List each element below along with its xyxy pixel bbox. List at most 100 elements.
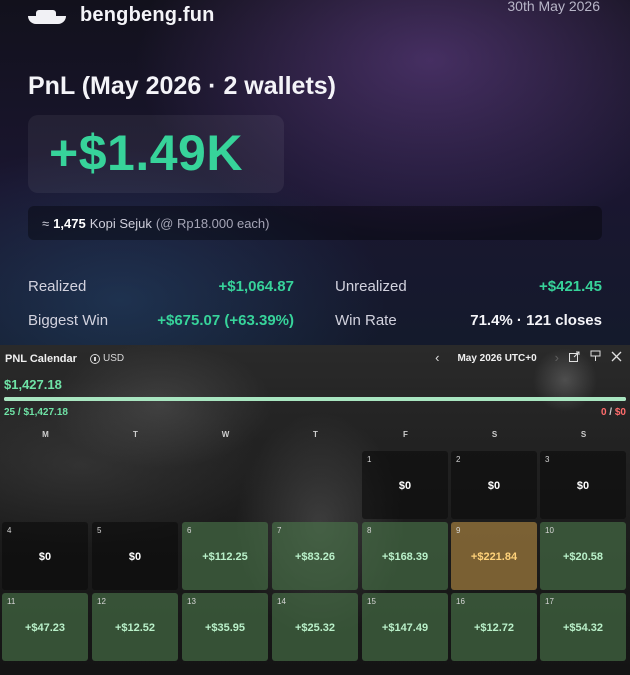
calendar-title: PNL Calendar	[5, 353, 77, 365]
win-progress-fill	[4, 397, 626, 401]
day-pnl-value: +$54.32	[562, 622, 604, 634]
calendar-nav: ‹ May 2026 UTC+0 ›	[435, 350, 622, 366]
calendar-day-8[interactable]: 8 +$168.39	[362, 522, 448, 590]
calendar-day-7[interactable]: 7 +$83.26	[272, 522, 358, 590]
stat-win-rate: Win Rate 71.4% · 121 closes	[335, 312, 602, 329]
brand[interactable]: bengbeng.fun	[28, 4, 215, 27]
calendar-day-5[interactable]: 5 $0	[92, 522, 178, 590]
stat-biggest-win-value: +$675.07 (+63.39%)	[157, 312, 294, 329]
weekday-label: M	[42, 430, 49, 439]
calendar-day-12[interactable]: 12 +$12.52	[92, 593, 178, 661]
stat-biggest-win: Biggest Win +$675.07 (+63.39%)	[28, 312, 294, 329]
day-number: 15	[367, 597, 376, 606]
calendar-day-9[interactable]: 9 +$221.84	[451, 522, 537, 590]
calendar-day-6[interactable]: 6 +$112.25	[182, 522, 268, 590]
day-pnl-value: +$112.25	[202, 551, 248, 563]
calendar-day-11[interactable]: 11 +$47.23	[2, 593, 88, 661]
day-pnl-value: $0	[487, 480, 501, 492]
day-number: 2	[456, 455, 461, 464]
day-pnl-value: $0	[576, 480, 590, 492]
day-pnl-value: +$83.26	[294, 551, 336, 563]
weekday-label: T	[133, 430, 138, 439]
weekday-label: F	[403, 430, 408, 439]
day-pnl-value: $0	[38, 551, 52, 563]
day-pnl-value: +$12.72	[473, 622, 515, 634]
share-icon[interactable]	[569, 350, 580, 366]
pin-icon[interactable]	[590, 350, 601, 366]
coin-icon	[90, 353, 100, 364]
day-number: 10	[545, 526, 554, 535]
pnl-total-value: +$1.49K	[49, 125, 243, 181]
day-pnl-value: +$168.39	[381, 551, 429, 563]
day-pnl-value: +$47.23	[24, 622, 66, 634]
stat-realized: Realized +$1,064.87	[28, 278, 294, 295]
day-number: 1	[367, 455, 372, 464]
currency-toggle[interactable]: USD	[90, 353, 124, 364]
calendar-day-3[interactable]: 3 $0	[540, 451, 626, 519]
kopi-rate: (@ Rp18.000 each)	[155, 215, 270, 231]
kopi-name: Kopi Sejuk	[89, 215, 152, 231]
day-pnl-value: +$221.84	[470, 551, 518, 563]
pnl-card: bengbeng.fun 30th May 2026 PnL (May 2026…	[0, 0, 630, 345]
stat-unrealized-label: Unrealized	[335, 278, 407, 295]
day-pnl-value: $0	[128, 551, 142, 563]
day-number: 17	[545, 597, 554, 606]
kopi-conversion: ≈ 1,475 Kopi Sejuk (@ Rp18.000 each)	[28, 206, 602, 240]
calendar-month: May 2026 UTC+0	[457, 352, 537, 364]
day-number: 12	[97, 597, 106, 606]
stat-unrealized: Unrealized +$421.45	[335, 278, 602, 295]
stat-realized-label: Realized	[28, 278, 87, 295]
day-pnl-value: +$12.52	[114, 622, 156, 634]
calendar-day-13[interactable]: 13 +$35.95	[182, 593, 268, 661]
calendar-day-2[interactable]: 2 $0	[451, 451, 537, 519]
day-number: 3	[545, 455, 550, 464]
boat-logo-icon	[28, 6, 66, 26]
calendar-day-17[interactable]: 17 +$54.32	[540, 593, 626, 661]
page-title: PnL (May 2026 · 2 wallets)	[28, 72, 336, 100]
stat-win-rate-label: Win Rate	[335, 312, 397, 329]
calendar-day-10[interactable]: 10 +$20.58	[540, 522, 626, 590]
weekday-label: W	[221, 430, 230, 439]
day-pnl-value: +$35.95	[204, 622, 246, 634]
day-number: 14	[277, 597, 286, 606]
loss-value: $0	[614, 407, 626, 418]
day-number: 8	[367, 526, 372, 535]
report-date: 30th May 2026	[507, 0, 600, 14]
day-number: 11	[7, 597, 16, 606]
calendar-day-15[interactable]: 15 +$147.49	[362, 593, 448, 661]
day-pnl-value: $0	[398, 480, 412, 492]
day-pnl-value: +$25.32	[294, 622, 336, 634]
day-pnl-value: +$20.58	[562, 551, 604, 563]
weekday-label: S	[491, 430, 498, 439]
day-number: 16	[456, 597, 465, 606]
chevron-right-icon[interactable]: ›	[554, 350, 559, 365]
stat-realized-value: +$1,064.87	[218, 278, 295, 295]
calendar-day-4[interactable]: 4 $0	[2, 522, 88, 590]
day-pnl-value: +$147.49	[381, 622, 429, 634]
chevron-left-icon[interactable]: ‹	[435, 350, 440, 365]
calendar-total: $1,427.18	[4, 377, 62, 392]
day-number: 4	[7, 526, 12, 535]
brand-name: bengbeng.fun	[80, 4, 215, 26]
pnl-calendar: PNL Calendar USD ‹ May 2026 UTC+0 › $1,4…	[0, 345, 630, 675]
stat-unrealized-value: +$421.45	[539, 278, 602, 295]
pnl-total-box: +$1.49K	[28, 115, 284, 193]
day-number: 6	[187, 526, 192, 535]
kopi-count: 1,475	[53, 215, 86, 231]
calendar-day-14[interactable]: 14 +$25.32	[272, 593, 358, 661]
day-number: 7	[277, 526, 282, 535]
loss-count-value: 0	[600, 407, 607, 418]
win-progress-bar	[4, 397, 626, 401]
approx-symbol: ≈	[42, 215, 50, 231]
currency-label: USD	[103, 353, 125, 364]
loss-separator: /	[606, 407, 615, 418]
day-number: 5	[97, 526, 102, 535]
day-number: 9	[456, 526, 461, 535]
calendar-day-16[interactable]: 16 +$12.72	[451, 593, 537, 661]
weekday-label: T	[313, 430, 318, 439]
weekday-label: S	[580, 430, 587, 439]
close-icon[interactable]	[611, 350, 622, 366]
stat-win-rate-value: 71.4% · 121 closes	[470, 312, 602, 329]
calendar-day-1[interactable]: 1 $0	[362, 451, 448, 519]
stat-biggest-win-label: Biggest Win	[28, 312, 109, 329]
